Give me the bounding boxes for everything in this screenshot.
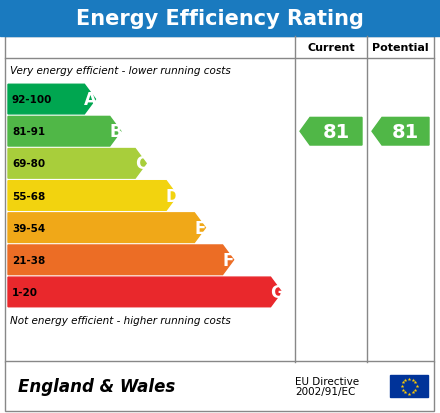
Polygon shape <box>372 118 429 146</box>
Polygon shape <box>8 278 282 307</box>
Text: D: D <box>165 187 179 205</box>
Text: Very energy efficient - lower running costs: Very energy efficient - lower running co… <box>10 66 231 76</box>
Bar <box>0 0 440 37</box>
Text: 55-68: 55-68 <box>12 191 45 201</box>
Polygon shape <box>8 245 234 275</box>
Polygon shape <box>8 213 205 243</box>
Bar <box>390 375 428 397</box>
Bar <box>5 37 434 362</box>
Text: EU Directive: EU Directive <box>295 376 359 386</box>
Text: 81: 81 <box>392 122 419 141</box>
Text: 81-91: 81-91 <box>12 127 45 137</box>
Text: Current: Current <box>307 43 355 53</box>
Text: E: E <box>195 219 206 237</box>
Text: 21-38: 21-38 <box>12 255 45 265</box>
Text: England & Wales: England & Wales <box>18 377 175 395</box>
Text: G: G <box>270 283 283 301</box>
Text: 2002/91/EC: 2002/91/EC <box>295 386 356 396</box>
Polygon shape <box>8 117 121 147</box>
Text: 39-54: 39-54 <box>12 223 45 233</box>
Polygon shape <box>8 181 177 211</box>
Polygon shape <box>8 85 95 115</box>
Text: Not energy efficient - higher running costs: Not energy efficient - higher running co… <box>10 315 231 325</box>
Text: F: F <box>223 251 235 269</box>
Text: C: C <box>135 155 147 173</box>
Text: Energy Efficiency Rating: Energy Efficiency Rating <box>76 9 364 28</box>
Text: 69-80: 69-80 <box>12 159 45 169</box>
Bar <box>5 361 434 411</box>
Polygon shape <box>300 118 362 146</box>
Text: B: B <box>110 123 122 141</box>
Text: 92-100: 92-100 <box>12 95 52 105</box>
Text: A: A <box>84 91 97 109</box>
Text: Potential: Potential <box>372 43 429 53</box>
Text: 1-20: 1-20 <box>12 287 38 297</box>
Text: 81: 81 <box>323 122 350 141</box>
Polygon shape <box>8 149 146 179</box>
